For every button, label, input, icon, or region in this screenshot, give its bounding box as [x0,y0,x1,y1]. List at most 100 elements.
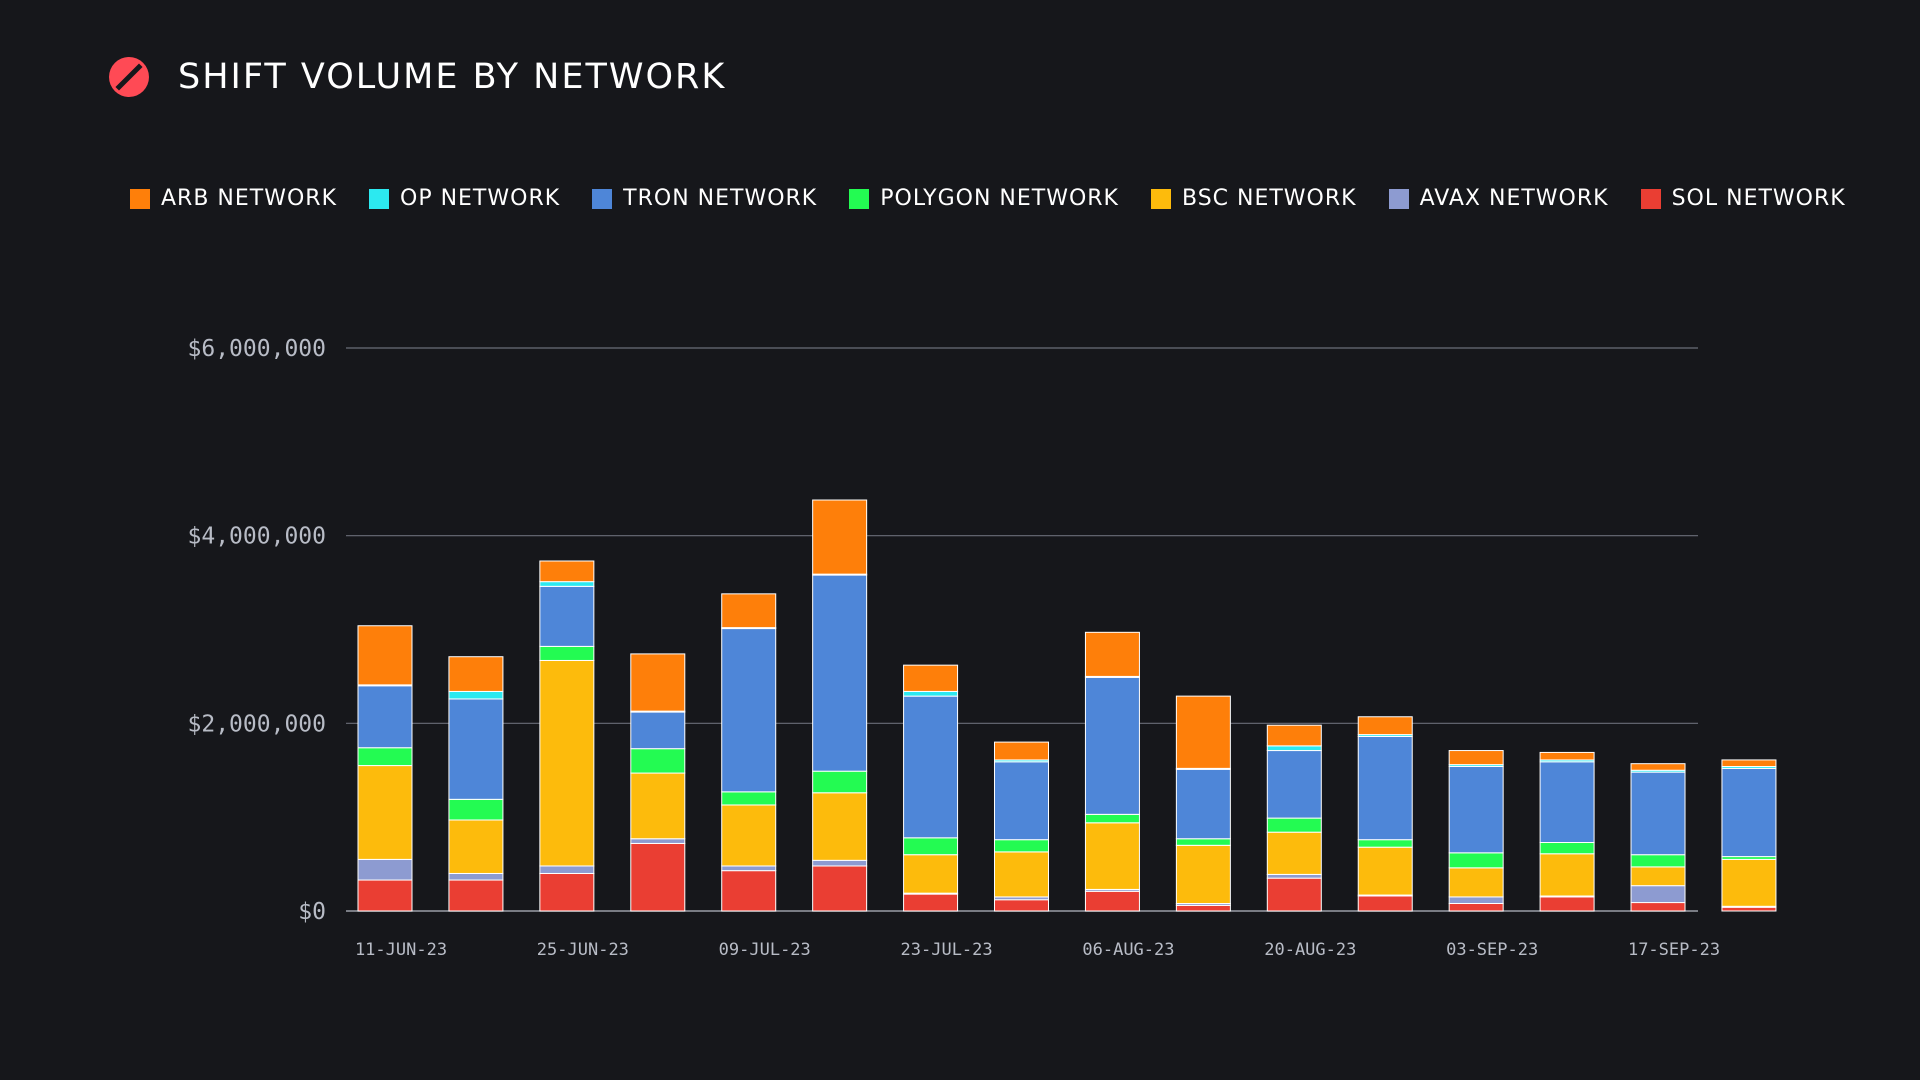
bar-segment[interactable] [357,747,413,767]
bar-segment[interactable] [1357,895,1413,912]
bar-stack[interactable] [1721,759,1777,912]
bar-segment[interactable] [448,698,504,800]
bar-segment[interactable] [357,685,413,749]
bar-stack[interactable] [1630,763,1686,912]
bar-segment[interactable] [1630,885,1686,904]
bar-segment[interactable] [994,761,1050,841]
bar-segment[interactable] [448,690,504,700]
bar-segment[interactable] [1266,750,1322,819]
bar-segment[interactable] [1175,838,1231,846]
bar-segment[interactable] [539,581,595,587]
bar-segment[interactable] [812,574,868,772]
bar-segment[interactable] [1357,839,1413,848]
bar-segment[interactable] [1448,902,1504,912]
bar-segment[interactable] [357,765,413,860]
bar-segment[interactable] [1539,761,1595,844]
bar-segment[interactable] [812,792,868,861]
bar-segment[interactable] [1721,906,1777,912]
bar-segment[interactable] [1721,858,1777,907]
bar-segment[interactable] [1630,854,1686,868]
bar-stack[interactable] [630,653,686,912]
bar-segment[interactable] [1266,724,1322,747]
bar-segment[interactable] [1448,867,1504,898]
bar-stack[interactable] [1539,751,1595,912]
bar-segment[interactable] [448,872,504,881]
bar-segment[interactable] [539,585,595,647]
bar-segment[interactable] [539,872,595,912]
bar-segment[interactable] [994,839,1050,853]
bar-segment[interactable] [1175,768,1231,840]
bar-segment[interactable] [448,819,504,874]
bar-segment[interactable] [1084,676,1140,815]
bar-segment[interactable] [1357,846,1413,896]
bar-segment[interactable] [539,659,595,867]
bar-segment[interactable] [903,893,959,912]
legend-item-sol[interactable]: SOL NETWORK [1640,186,1846,211]
bar-segment[interactable] [630,842,686,912]
bar-segment[interactable] [1175,695,1231,769]
bar-stack[interactable] [1266,724,1322,912]
bar-stack[interactable] [357,625,413,912]
bar-segment[interactable] [630,653,686,712]
bar-segment[interactable] [903,664,959,692]
bar-segment[interactable] [903,854,959,894]
bar-segment[interactable] [1266,745,1322,752]
bar-segment[interactable] [448,798,504,821]
legend-item-avax[interactable]: AVAX NETWORK [1388,186,1609,211]
bar-stack[interactable] [994,741,1050,912]
bar-segment[interactable] [1266,831,1322,875]
legend-item-arb[interactable]: ARB NETWORK [130,186,337,211]
bar-segment[interactable] [721,804,777,867]
bar-segment[interactable] [1448,896,1504,904]
bar-stack[interactable] [812,499,868,912]
bar-segment[interactable] [812,770,868,794]
bar-segment[interactable] [1630,771,1686,856]
bar-stack[interactable] [448,656,504,912]
legend-item-op[interactable]: OP NETWORK [369,186,560,211]
bar-segment[interactable] [1084,631,1140,677]
bar-segment[interactable] [812,865,868,912]
bar-segment[interactable] [357,625,413,686]
bar-segment[interactable] [1448,750,1504,766]
bar-segment[interactable] [539,645,595,661]
bar-segment[interactable] [994,741,1050,761]
bar-segment[interactable] [357,858,413,881]
bar-segment[interactable] [1357,716,1413,736]
bar-stack[interactable] [903,664,959,912]
bar-segment[interactable] [630,772,686,840]
legend-item-bsc[interactable]: BSC NETWORK [1150,186,1357,211]
bar-segment[interactable] [1539,751,1595,761]
bar-segment[interactable] [1175,844,1231,904]
bar-segment[interactable] [721,865,777,872]
bar-segment[interactable] [812,859,868,867]
bar-segment[interactable] [1630,866,1686,887]
bar-segment[interactable] [1084,822,1140,890]
bar-segment[interactable] [1448,852,1504,869]
bar-stack[interactable] [1448,750,1504,912]
bar-stack[interactable] [539,560,595,912]
bar-segment[interactable] [1084,813,1140,824]
bar-segment[interactable] [812,499,868,575]
bar-segment[interactable] [1539,853,1595,897]
bar-segment[interactable] [1721,759,1777,767]
bar-segment[interactable] [448,656,504,692]
bar-segment[interactable] [1266,877,1322,912]
bar-stack[interactable] [1357,716,1413,912]
legend-item-polygon[interactable]: POLYGON NETWORK [849,186,1119,211]
bar-segment[interactable] [1266,873,1322,879]
bar-segment[interactable] [630,838,686,844]
bar-segment[interactable] [721,870,777,912]
bar-segment[interactable] [1539,842,1595,855]
bar-segment[interactable] [539,865,595,874]
bar-segment[interactable] [1630,763,1686,771]
legend-item-tron[interactable]: TRON NETWORK [592,186,817,211]
bar-segment[interactable] [1084,890,1140,912]
bar-segment[interactable] [903,695,959,839]
bar-segment[interactable] [1539,896,1595,912]
bar-segment[interactable] [448,879,504,912]
bar-segment[interactable] [630,711,686,750]
bar-segment[interactable] [1721,767,1777,858]
bar-segment[interactable] [1448,765,1504,854]
bar-segment[interactable] [721,791,777,806]
bar-segment[interactable] [1266,817,1322,833]
